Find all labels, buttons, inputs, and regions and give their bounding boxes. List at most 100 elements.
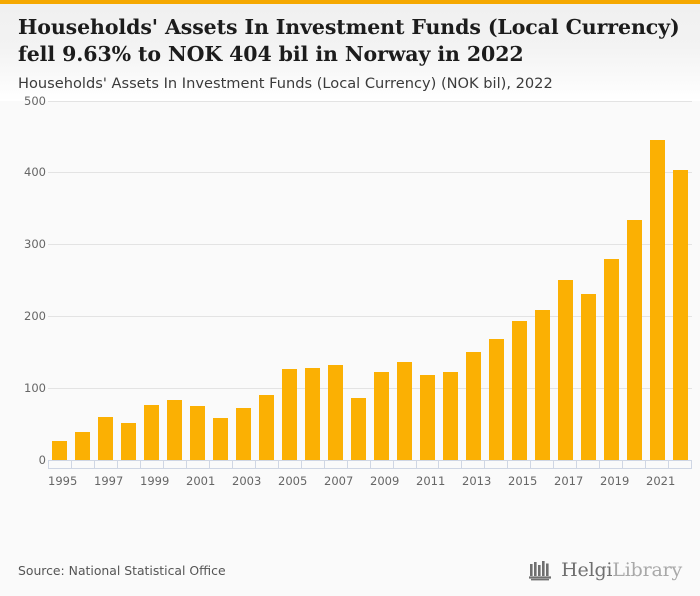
x-axis-tick bbox=[139, 459, 163, 469]
bar[interactable] bbox=[121, 423, 136, 460]
bar[interactable] bbox=[512, 320, 527, 460]
x-axis-tick bbox=[461, 459, 485, 469]
x-axis-tick bbox=[599, 459, 623, 469]
bar[interactable] bbox=[328, 365, 343, 460]
bar[interactable] bbox=[604, 258, 619, 460]
x-axis-tick bbox=[48, 459, 71, 469]
bar[interactable] bbox=[98, 416, 113, 460]
bar-slot bbox=[646, 101, 669, 460]
bar-slot bbox=[94, 101, 117, 460]
x-axis-tick bbox=[346, 459, 370, 469]
bar[interactable] bbox=[443, 371, 458, 460]
x-axis-tick bbox=[622, 459, 646, 469]
x-axis-tick bbox=[415, 459, 439, 469]
bar[interactable] bbox=[650, 139, 665, 460]
bar[interactable] bbox=[466, 352, 481, 460]
bar-slot bbox=[140, 101, 163, 460]
x-axis-tick bbox=[553, 459, 577, 469]
x-axis-tick bbox=[93, 459, 117, 469]
top-accent-bar bbox=[0, 0, 700, 4]
bar-slot bbox=[186, 101, 209, 460]
library-building-icon bbox=[529, 561, 552, 581]
bar[interactable] bbox=[52, 440, 67, 460]
bar-slot bbox=[301, 101, 324, 460]
bar[interactable] bbox=[673, 169, 688, 460]
x-axis-tick-label bbox=[261, 474, 278, 488]
x-axis-tick bbox=[162, 459, 186, 469]
bar[interactable] bbox=[374, 372, 389, 460]
x-axis-tick bbox=[668, 459, 693, 469]
x-axis-labels: 1995 1997 1999 2001 2003 2005 2007 2009 2011 2013… bbox=[48, 474, 692, 488]
bar-slot bbox=[577, 101, 600, 460]
x-axis-tick-label: 2013 bbox=[462, 473, 492, 488]
y-axis-tick-label: 200 bbox=[24, 308, 46, 323]
y-axis-tick-label: 400 bbox=[24, 165, 46, 180]
bar[interactable] bbox=[558, 279, 573, 460]
x-axis-tick-label bbox=[307, 474, 324, 488]
brand-name-secondary: Library bbox=[612, 559, 682, 581]
bar[interactable] bbox=[190, 406, 205, 460]
x-axis-tick-label bbox=[215, 474, 232, 488]
x-axis-tick bbox=[300, 459, 324, 469]
bar-slot bbox=[48, 101, 71, 460]
bar[interactable] bbox=[236, 407, 251, 460]
x-axis-tick bbox=[392, 459, 416, 469]
x-axis-tick-label: 1997 bbox=[94, 473, 124, 488]
bar[interactable] bbox=[535, 309, 550, 460]
bar-slot bbox=[531, 101, 554, 460]
bar-series bbox=[48, 101, 692, 460]
x-axis-tick-band bbox=[48, 459, 693, 469]
gridline bbox=[48, 244, 692, 246]
x-axis-tick-label: 2011 bbox=[416, 473, 446, 488]
y-axis-tick-label: 0 bbox=[38, 452, 46, 467]
x-axis-tick-label: 2007 bbox=[324, 473, 354, 488]
x-axis-tick-label bbox=[675, 474, 692, 488]
bar-slot bbox=[554, 101, 577, 460]
bar[interactable] bbox=[213, 418, 228, 460]
bar[interactable] bbox=[75, 432, 90, 460]
brand-logo[interactable]: HelgiLibrary bbox=[529, 559, 682, 581]
x-axis-tick-label: 2017 bbox=[554, 473, 584, 488]
x-axis-tick-label: 2015 bbox=[508, 473, 538, 488]
x-axis-tick bbox=[70, 459, 94, 469]
bar-slot bbox=[163, 101, 186, 460]
x-axis-tick-label: 2021 bbox=[646, 473, 676, 488]
bar-slot bbox=[347, 101, 370, 460]
x-axis-tick-label: 1999 bbox=[140, 473, 170, 488]
x-axis-tick-label bbox=[491, 474, 508, 488]
x-axis-tick bbox=[254, 459, 278, 469]
chart-header: Households' Assets In Investment Funds (… bbox=[0, 4, 700, 101]
x-axis-tick-label: 2001 bbox=[186, 473, 216, 488]
x-axis-tick bbox=[645, 459, 669, 469]
bar[interactable] bbox=[581, 294, 596, 460]
bar[interactable] bbox=[627, 220, 642, 460]
bar[interactable] bbox=[144, 404, 159, 460]
x-axis-tick bbox=[116, 459, 140, 469]
bar[interactable] bbox=[167, 400, 182, 460]
bar[interactable] bbox=[305, 368, 320, 460]
x-axis-tick-label bbox=[77, 474, 94, 488]
bar-slot bbox=[370, 101, 393, 460]
bar[interactable] bbox=[351, 397, 366, 460]
x-axis-tick-label bbox=[445, 474, 462, 488]
bar[interactable] bbox=[489, 338, 504, 460]
gridline bbox=[48, 100, 692, 102]
plot-area: 0 100 200 300 400 500 1995 1997 1999 2001 2003 200… bbox=[0, 94, 700, 544]
bar[interactable] bbox=[397, 361, 412, 460]
bar-slot bbox=[393, 101, 416, 460]
x-axis-tick-label bbox=[583, 474, 600, 488]
bar[interactable] bbox=[420, 374, 435, 460]
bar[interactable] bbox=[282, 368, 297, 460]
plot-inner: 0 100 200 300 400 500 1995 1997 1999 2001 2003 200… bbox=[0, 94, 700, 544]
y-axis-tick-label: 300 bbox=[24, 237, 46, 252]
x-axis-tick bbox=[185, 459, 209, 469]
bar[interactable] bbox=[259, 395, 274, 460]
x-axis-tick bbox=[231, 459, 255, 469]
x-axis-tick bbox=[208, 459, 232, 469]
x-axis-tick-label: 2009 bbox=[370, 473, 400, 488]
bar-slot bbox=[600, 101, 623, 460]
bar-slot bbox=[117, 101, 140, 460]
x-axis-tick-label: 2019 bbox=[600, 473, 630, 488]
x-axis-tick-label: 2005 bbox=[278, 473, 308, 488]
